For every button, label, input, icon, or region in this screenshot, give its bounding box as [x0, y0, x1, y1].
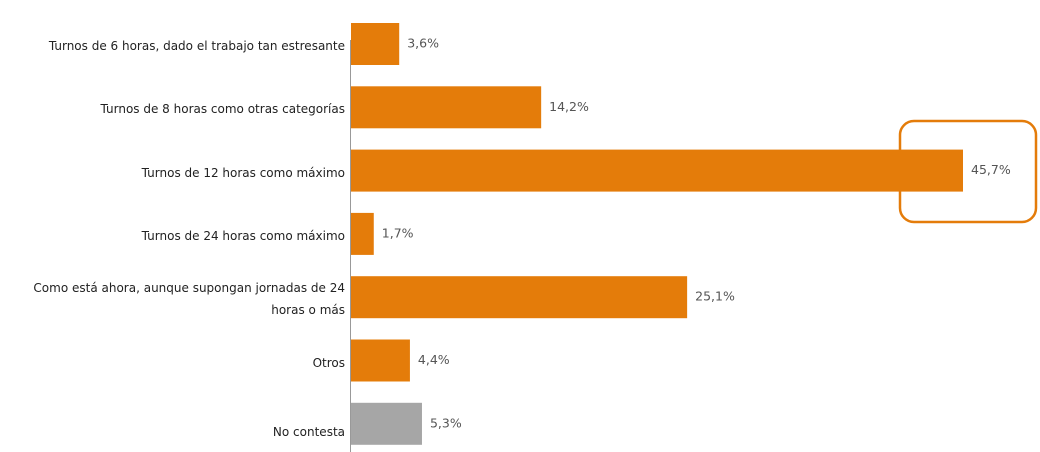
category-label: Turnos de 12 horas como máximo [141, 165, 345, 180]
value-label: 25,1% [695, 289, 735, 304]
category-label: No contesta [272, 424, 345, 439]
category-label: Turnos de 6 horas, dado el trabajo tan e… [48, 39, 345, 53]
value-label: 14,2% [549, 99, 589, 114]
value-label: 5,3% [430, 415, 462, 430]
bar [351, 402, 422, 445]
category-label: Otros [312, 355, 345, 370]
bar [351, 212, 374, 255]
value-label: 4,4% [418, 352, 450, 367]
bar [351, 276, 688, 319]
bar [351, 149, 963, 192]
bar [351, 86, 542, 129]
value-label: 1,7% [382, 225, 414, 240]
value-label: 45,7% [971, 162, 1011, 177]
value-label: 3,6% [407, 36, 439, 51]
category-label: Turnos de 8 horas como otras categorías [100, 102, 345, 117]
bar [351, 339, 410, 382]
bar [351, 23, 400, 65]
category-label: Turnos de 24 horas como máximo [141, 228, 345, 243]
category-label: Como está ahora, aunque supongan jornada… [33, 281, 345, 318]
